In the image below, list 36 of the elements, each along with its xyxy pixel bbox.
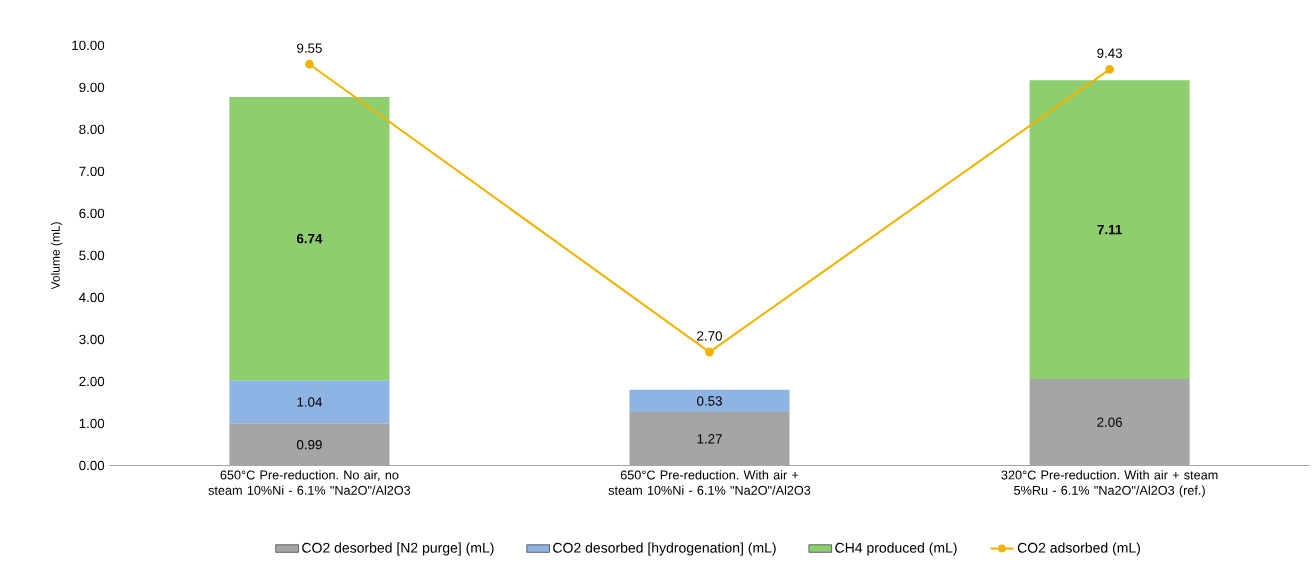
data-label: 2.70 — [697, 330, 722, 341]
bar — [229, 379, 390, 424]
bar — [1029, 79, 1190, 379]
legend-label: CO2 adsorbed (mL) — [1017, 542, 1140, 556]
y-axis-title: Volume (mL) — [50, 221, 63, 290]
data-label: 9.55 — [297, 43, 322, 53]
y-tick-label: 3.00 — [79, 334, 105, 344]
x-tick-label: 650°C Pre-reduction. No air, no steam 10%Ni - 6.1% "Na2O"/Al2O3 — [208, 469, 411, 495]
data-label: 1.04 — [297, 397, 323, 407]
y-tick-label: 7.00 — [79, 166, 105, 176]
y-tick-label: 9.00 — [79, 82, 105, 92]
x-tick-label: 320°C Pre-reduction. With air + steam 5%Ru - 6.1% "Na2O"/Al2O3 (ref.) — [1001, 469, 1218, 498]
y-tick-label: 0.00 — [79, 460, 105, 470]
data-label: 1.27 — [697, 433, 722, 444]
legend-label: CH4 produced (mL) — [835, 542, 957, 556]
y-tick-label: 5.00 — [79, 250, 105, 260]
legend-label: CO2 desorbed [hydrogenation] (mL) — [553, 542, 776, 556]
data-label: 2.06 — [1097, 417, 1123, 427]
x-tick-label: 650°C Pre-reduction. With air + steam 10%Ni - 6.1% "Na2O"/Al2O3 — [608, 469, 811, 495]
y-tick-label: 2.00 — [79, 376, 105, 386]
data-label: 9.43 — [1097, 48, 1123, 58]
legend-label: CO2 desorbed [N2 purge] (mL) — [302, 542, 494, 556]
bar — [629, 389, 790, 412]
data-label: 0.99 — [296, 439, 322, 450]
point — [1105, 64, 1115, 74]
point — [305, 59, 314, 69]
y-tick-label: 10.00 — [72, 40, 105, 50]
y-tick-label: 8.00 — [79, 124, 105, 134]
y-tick-label: 6.00 — [79, 208, 105, 218]
data-label: 6.74 — [296, 233, 323, 244]
data-label: 0.53 — [697, 396, 722, 406]
point — [705, 347, 714, 357]
y-tick-label: 4.00 — [79, 292, 105, 302]
y-tick-label: 1.00 — [79, 418, 105, 428]
data-label: 7.11 — [1097, 224, 1122, 234]
bar — [229, 96, 390, 380]
